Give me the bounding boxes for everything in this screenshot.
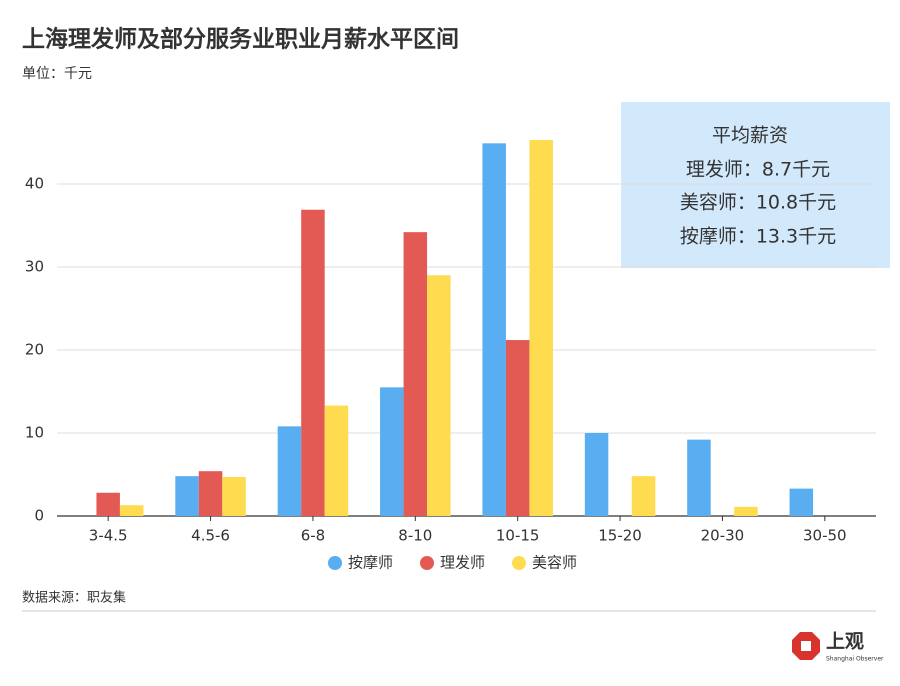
legend-label: 理发师 (440, 554, 485, 572)
brand-subtitle: Shanghai Observer (826, 656, 884, 663)
annotation-box (621, 102, 890, 268)
bar (403, 232, 428, 516)
brand: 上观 (826, 631, 864, 653)
x-tick-label: 20-30 (701, 527, 745, 545)
bar (324, 405, 349, 516)
annotation: 按摩师：13.3千元 (680, 226, 836, 248)
source: 数据来源：职友集 (22, 590, 126, 606)
chart-subtitle: 单位：千元 (22, 66, 92, 82)
x-tick-label: 15-20 (598, 527, 642, 545)
y-tick-label: 20 (25, 341, 44, 359)
bar (222, 476, 246, 516)
bar (119, 505, 144, 516)
bar (427, 275, 451, 516)
bar (301, 209, 325, 517)
x-tick-label: 6-8 (301, 527, 326, 545)
y-tick-label: 0 (34, 507, 44, 525)
x-tick-label: 8-10 (398, 527, 432, 545)
legend-marker (512, 556, 526, 570)
x-tick-label: 3-4.5 (89, 527, 128, 545)
legend-label: 美容师 (532, 554, 577, 572)
x-tick-label: 30-50 (803, 527, 847, 545)
y-tick-label: 30 (25, 258, 44, 276)
bar (734, 506, 758, 516)
brand-logo (792, 632, 820, 660)
annotation: 美容师：10.8千元 (680, 192, 836, 214)
bar (584, 433, 609, 516)
bar (482, 143, 506, 516)
bar (175, 476, 199, 516)
bar (96, 492, 120, 516)
annotation: 理发师：8.7千元 (686, 159, 830, 181)
legend-marker (420, 556, 434, 570)
legend-label: 按摩师 (348, 554, 393, 572)
x-tick-label: 10-15 (496, 527, 540, 545)
bar (505, 340, 530, 516)
bar (380, 387, 404, 516)
x-tick-label: 4.5-6 (191, 527, 230, 545)
bar (687, 439, 711, 516)
bar (277, 426, 302, 516)
y-tick-label: 10 (25, 424, 44, 442)
legend-marker (328, 556, 342, 570)
chart-title: 上海理发师及部分服务业职业月薪水平区间 (22, 26, 459, 53)
y-tick-label: 40 (25, 175, 44, 193)
bar (789, 488, 814, 516)
bar (198, 471, 223, 516)
bar (529, 140, 553, 516)
annotation: 平均薪资 (712, 125, 788, 147)
bar (631, 476, 656, 516)
